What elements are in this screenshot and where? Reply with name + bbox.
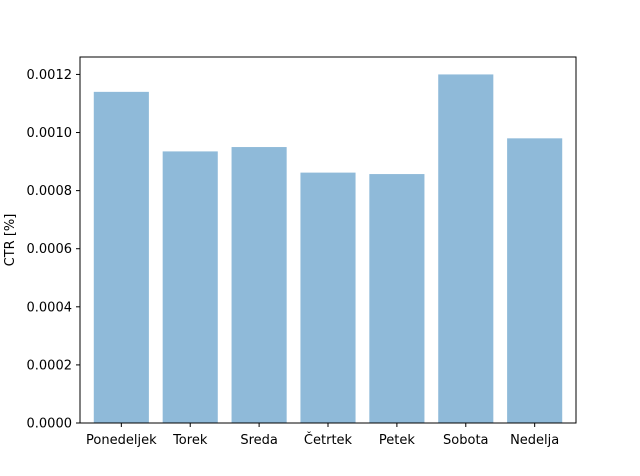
bar [507,138,563,424]
bar [93,91,149,423]
bar [438,74,494,423]
y-tick-label: 0.0010 [27,126,73,141]
bar [162,151,218,423]
y-tick-label: 0.0004 [27,300,73,315]
x-axis-ticks: Ponedeljek Torek Sreda Četrtek Petek Sobota Ne… [86,423,559,448]
y-tick-label: 0.0002 [27,358,73,373]
y-tick-label: 0.0012 [27,68,73,83]
plot-frame [79,56,577,424]
y-tick-label: 0.0008 [27,184,73,199]
x-tick-label: Sobota [443,433,488,448]
bar [231,147,287,424]
x-tick-label: Sreda [240,433,278,448]
y-axis-label: CTR [%] [3,214,18,267]
bar [369,174,425,423]
x-tick-label: Petek [379,433,415,448]
bar [300,172,356,423]
x-tick-label: Torek [172,433,208,448]
x-tick-label: Nedelja [510,433,559,448]
bars-group [93,74,563,424]
x-tick-label: Ponedeljek [86,433,157,448]
y-tick-label: 0.0000 [27,417,73,432]
x-tick-label: Četrtek [304,432,353,448]
y-axis-ticks: 0.0000 0.0002 0.0004 0.0006 0.0008 0.0010 0.00… [27,68,80,432]
y-tick-label: 0.0006 [27,242,73,257]
